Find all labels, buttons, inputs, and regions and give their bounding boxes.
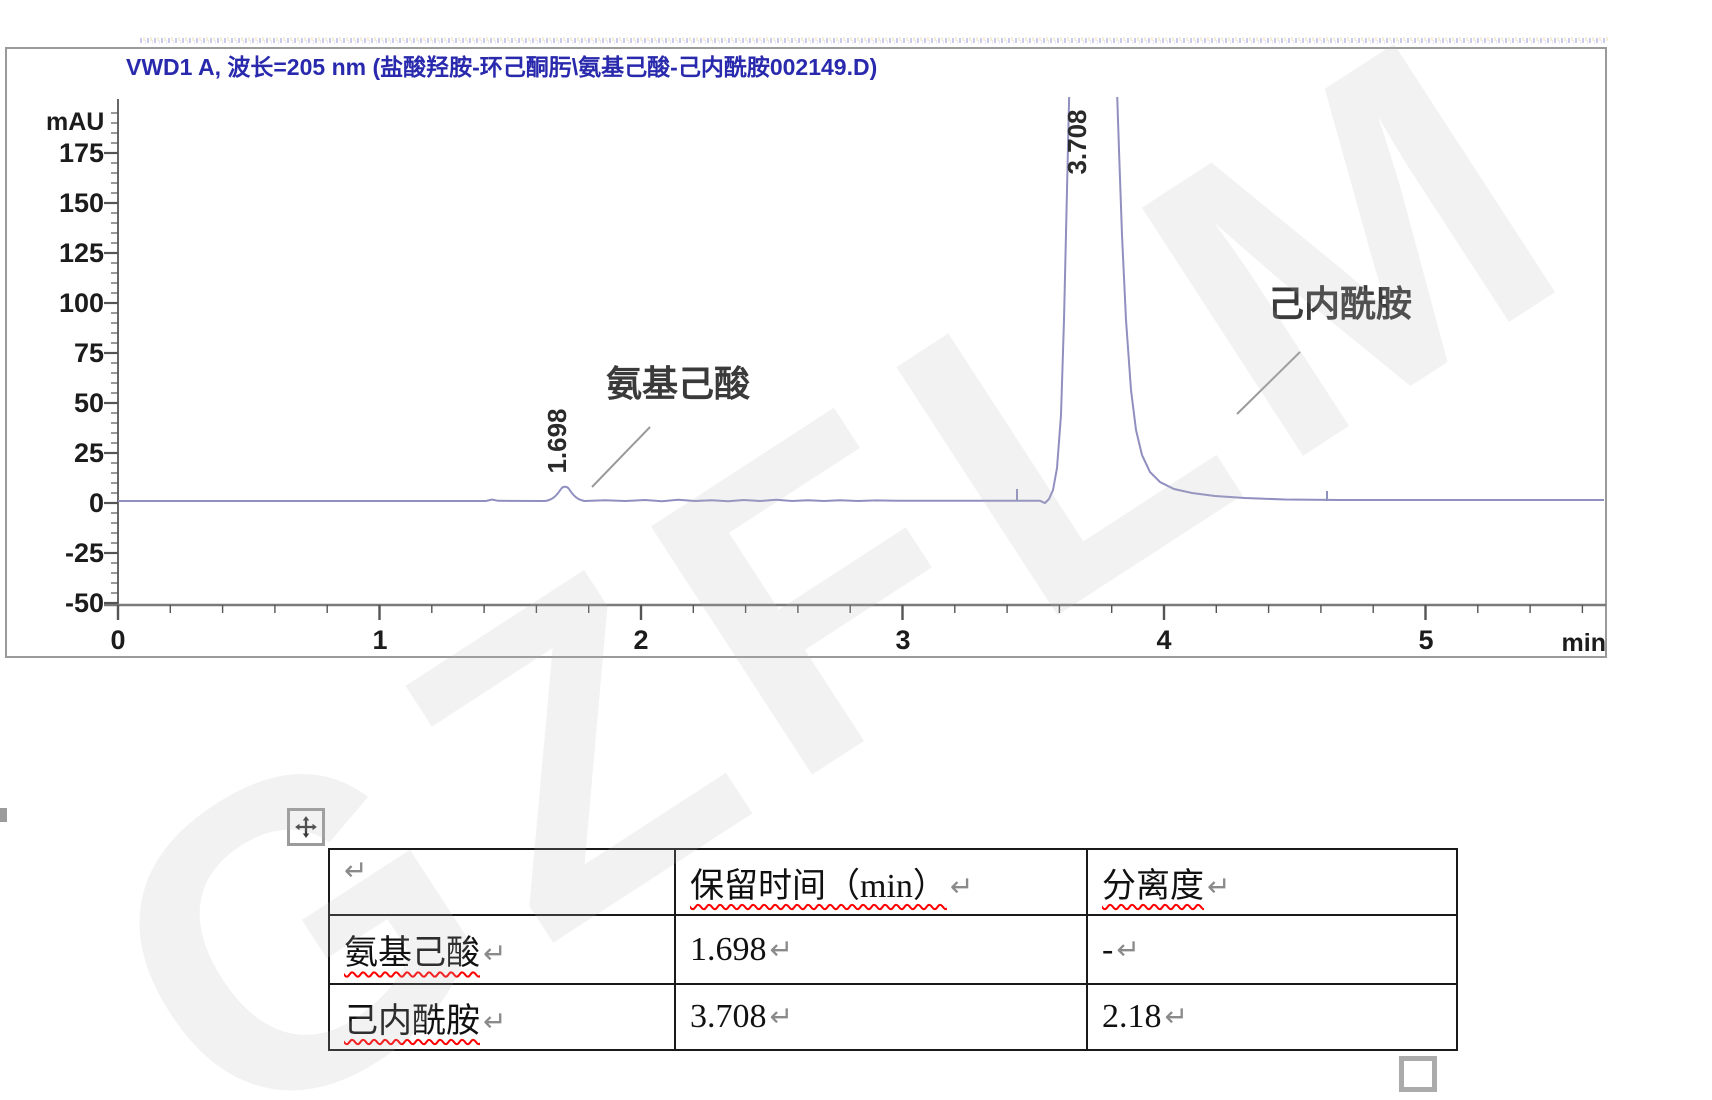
y-tick-100: 100 xyxy=(59,288,104,318)
end-of-cell-mark: ↵ xyxy=(483,1004,507,1038)
x-tick-1: 1 xyxy=(372,625,387,655)
end-of-cell-mark: ↵ xyxy=(769,932,793,966)
y-tick-50: 50 xyxy=(74,388,104,418)
compound-1-label: 氨基己酸 xyxy=(344,935,480,972)
cell-compound-1[interactable]: 氨基己酸 ↵ xyxy=(328,914,676,985)
header-retention-time-label: 保留时间（min） xyxy=(690,867,947,905)
end-of-cell-mark: ↵ xyxy=(949,869,974,903)
header-cell-empty[interactable]: ↵ xyxy=(328,848,676,916)
end-of-cell-mark: ↵ xyxy=(483,937,507,970)
header-resolution-label: 分离度 xyxy=(1102,867,1204,905)
table-resize-handle[interactable] xyxy=(1399,1056,1437,1092)
peak1-compound-label: 氨基己酸 xyxy=(606,363,750,404)
end-of-cell-mark: ↵ xyxy=(344,854,368,887)
y-tick-125: 125 xyxy=(59,238,104,268)
resolution-1-value: - xyxy=(1102,930,1114,968)
end-of-cell-mark: ↵ xyxy=(1207,869,1231,903)
page-edge-mark xyxy=(0,808,7,822)
peak2-compound-label: 己内酰胺 xyxy=(1268,283,1412,324)
trace-group xyxy=(118,97,1604,505)
y-axis-unit-label: mAU xyxy=(46,108,104,136)
x-tick-3: 3 xyxy=(895,625,910,655)
end-of-cell-mark: ↵ xyxy=(1116,932,1140,966)
y-tick-150: 150 xyxy=(59,188,104,218)
resolution-2-value: 2.18 xyxy=(1102,998,1162,1035)
x-tick-5: 5 xyxy=(1418,625,1433,655)
header-cell-resolution[interactable]: 分离度 ↵ xyxy=(1086,848,1458,916)
header-cell-retention-time[interactable]: 保留时间（min） ↵ xyxy=(674,848,1088,916)
y-tick-175: 175 xyxy=(59,138,104,168)
x-tick-4: 4 xyxy=(1156,625,1171,655)
peak2-retention-time-label: 3.708 xyxy=(1062,109,1092,174)
results-table: ↵ 保留时间（min） ↵ 分离度 ↵ 氨基己酸 ↵ 1.698 ↵ - ↵ xyxy=(328,848,1458,1051)
rt-1-value: 1.698 xyxy=(690,930,767,968)
y-tick-neg50: -50 xyxy=(65,588,104,618)
table-move-handle[interactable] xyxy=(287,808,325,846)
peak1-retention-time-label: 1.698 xyxy=(542,408,572,473)
cell-rt-2[interactable]: 3.708 ↵ xyxy=(674,983,1088,1051)
x-tick-0: 0 xyxy=(110,625,125,655)
x-axis-unit-label: min xyxy=(1562,629,1606,657)
signal-trace xyxy=(118,97,1604,505)
table-header-row: ↵ 保留时间（min） ↵ 分离度 ↵ xyxy=(328,848,1458,916)
chromatogram-figure[interactable]: VWD1 A, 波长=205 nm (盐酸羟胺-环己酮肟\氨基己酸-己内酰胺00… xyxy=(0,0,1712,700)
x-tick-2: 2 xyxy=(633,625,648,655)
cell-compound-2[interactable]: 己内酰胺 ↵ xyxy=(328,983,676,1051)
y-tick-25: 25 xyxy=(74,438,104,468)
table-row: 己内酰胺 ↵ 3.708 ↵ 2.18 ↵ xyxy=(328,983,1458,1051)
figure-border xyxy=(5,47,1607,658)
rt-2-value: 3.708 xyxy=(690,998,767,1035)
image-artifact-strip xyxy=(140,35,1608,44)
cell-resolution-2[interactable]: 2.18 ↵ xyxy=(1086,983,1458,1051)
chart-title: VWD1 A, 波长=205 nm (盐酸羟胺-环己酮肟\氨基己酸-己内酰胺00… xyxy=(126,54,877,80)
peak1-leader-line xyxy=(591,426,651,488)
axis-ticks xyxy=(104,112,1584,620)
cell-resolution-1[interactable]: - ↵ xyxy=(1086,914,1458,985)
y-tick-neg25: -25 xyxy=(65,538,104,568)
peak2-leader-line xyxy=(1236,351,1301,415)
compound-2-label: 己内酰胺 xyxy=(344,1002,480,1040)
end-of-cell-mark: ↵ xyxy=(1164,1000,1188,1033)
end-of-cell-mark: ↵ xyxy=(769,1000,793,1033)
table-row: 氨基己酸 ↵ 1.698 ↵ - ↵ xyxy=(328,914,1458,985)
cell-rt-1[interactable]: 1.698 ↵ xyxy=(674,914,1088,985)
y-tick-75: 75 xyxy=(74,338,104,368)
y-tick-0: 0 xyxy=(89,488,104,518)
move-arrows-icon xyxy=(295,816,317,838)
